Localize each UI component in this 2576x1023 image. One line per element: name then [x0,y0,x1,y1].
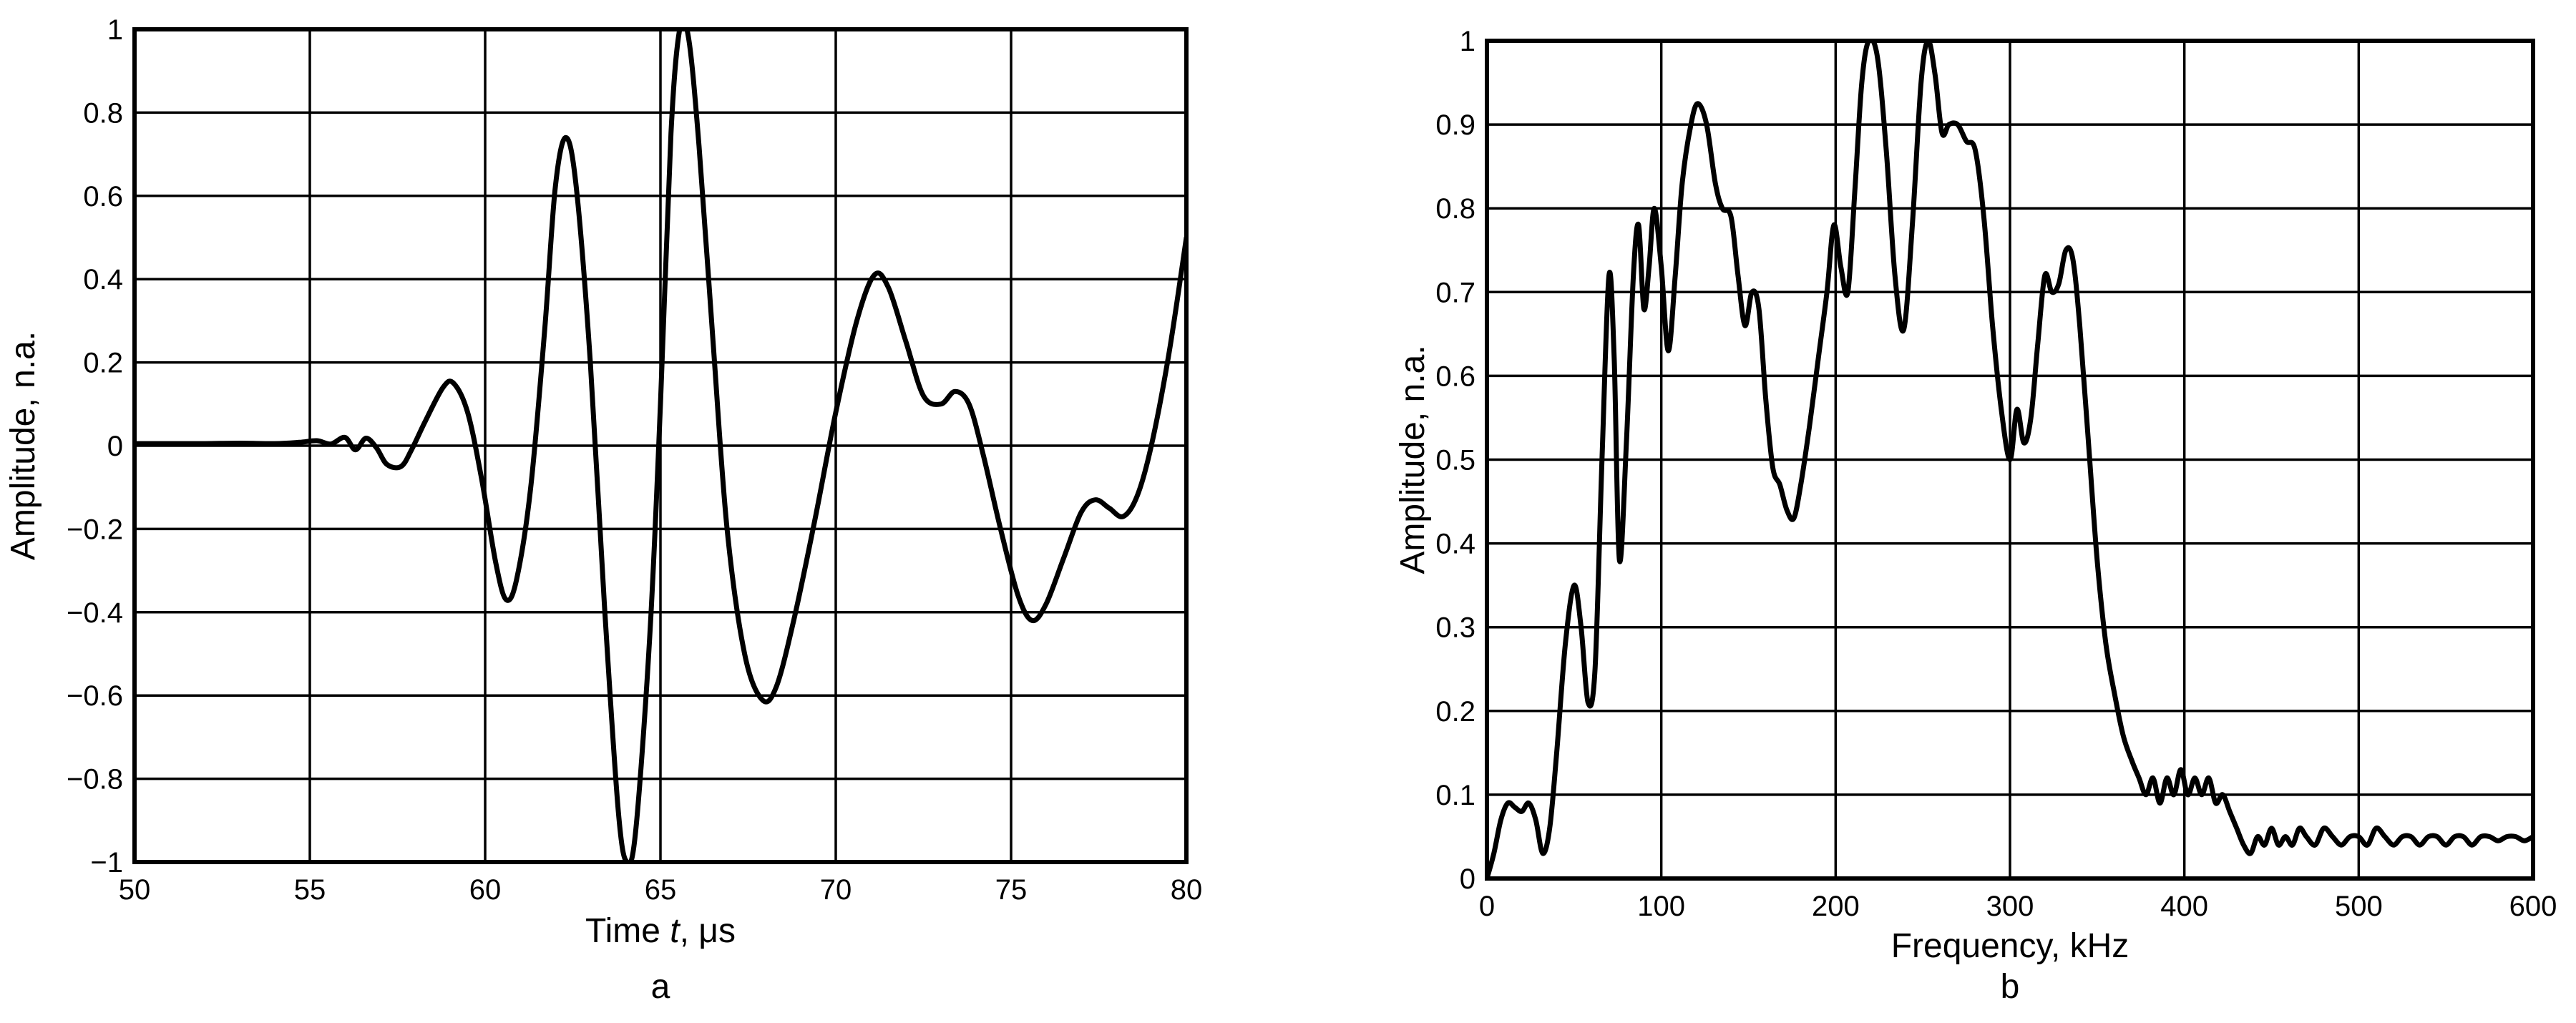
x-tick-label: 100 [1637,891,1685,922]
y-tick-label: 0.5 [1435,445,1475,476]
x-tick-label: 50 [119,874,151,906]
x-tick-label: 200 [1812,891,1860,922]
y-tick-label: 0.6 [83,181,123,212]
y-tick-label: −0.2 [67,514,123,545]
x-tick-label: 60 [469,874,502,906]
x-tick-label: 500 [2335,891,2383,922]
x-tick-label: 400 [2160,891,2208,922]
y-axis-label: Amplitude, n.a. [4,331,42,560]
y-tick-label: −0.4 [67,597,123,629]
x-tick-label: 55 [294,874,326,906]
y-tick-label: 0.2 [1435,696,1475,728]
x-tick-label: 70 [820,874,852,906]
x-tick-label: 65 [645,874,677,906]
y-tick-label: 0.4 [1435,529,1475,560]
y-tick-label: −0.6 [67,680,123,712]
y-tick-label: 0.6 [1435,361,1475,392]
y-axis-label: Amplitude, n.a. [1394,345,1432,574]
chart-b-caption: b [2000,968,2020,1006]
ultrasonic-pulse-signal-curve [135,29,1186,862]
y-tick-label: 0 [1460,863,1475,895]
chart-a-caption: a [650,968,670,1006]
y-tick-label: 1 [1460,26,1475,57]
y-tick-label: 1 [107,14,123,46]
plot-border [1485,39,2535,881]
y-tick-label: 0.1 [1435,780,1475,811]
y-tick-label: 0.2 [83,348,123,379]
y-tick-label: 0.8 [1435,193,1475,225]
y-tick-label: 0.3 [1435,612,1475,644]
y-tick-label: 0 [107,431,123,462]
x-tick-label: 0 [1479,891,1495,922]
pulse-frequency-spectrum-curve [1487,41,2533,878]
x-tick-label: 80 [1171,874,1203,906]
y-tick-label: 0.7 [1435,277,1475,308]
y-tick-label: −0.8 [67,764,123,796]
y-tick-label: 0.8 [83,97,123,129]
x-tick-label: 75 [995,874,1028,906]
x-tick-label: 600 [2509,891,2557,922]
chart-a: 50 55 60 65 70 75 80 −1 −0.8 −0.6 −0.4 −0.2 0 0.2 0.4 0… [4,14,1203,950]
chart-b: 0 100 200 300 400 500 600 0 0.1 0.2 0.3 0.4 0.5 0.6 0.… [1394,26,2557,965]
x-tick-label: 300 [1986,891,2034,922]
x-axis-label: Frequency, kHz [1891,927,2129,965]
y-tick-label: −1 [90,847,123,878]
x-axis-label: Time t, μs [585,912,736,950]
y-tick-label: 0.9 [1435,109,1475,141]
y-tick-label: 0.4 [83,264,123,295]
